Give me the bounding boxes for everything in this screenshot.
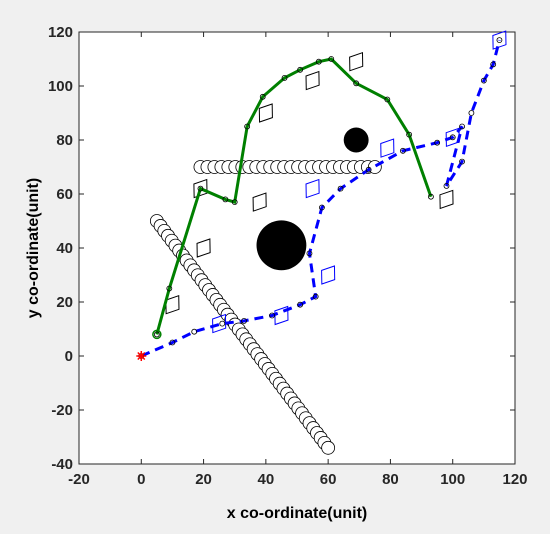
path-layer bbox=[140, 39, 501, 358]
obstacle-diamond bbox=[165, 294, 180, 315]
path-waypoint bbox=[244, 123, 251, 130]
x-axis: -20 0 20 40 60 80 100 120 bbox=[68, 32, 528, 488]
y-tick-label: 40 bbox=[56, 240, 73, 257]
y-axis-label: y co-ordinate(unit) bbox=[25, 178, 42, 318]
path-waypoint bbox=[399, 147, 406, 154]
x-tick-label: 80 bbox=[382, 471, 399, 488]
path-waypoint bbox=[306, 250, 313, 257]
path-waypoint bbox=[468, 110, 475, 116]
path-waypoint bbox=[315, 58, 322, 65]
obstacle-circle bbox=[321, 440, 336, 455]
x-tick-label: -20 bbox=[68, 471, 90, 488]
path-waypoint bbox=[231, 199, 238, 206]
path-waypoint bbox=[496, 37, 503, 43]
obstacle-diamond-blue bbox=[305, 178, 320, 199]
y-tick-label: 20 bbox=[56, 294, 73, 311]
path-waypoint bbox=[269, 312, 275, 319]
y-tick-label: 80 bbox=[56, 132, 73, 149]
obstacle-diamond bbox=[349, 51, 364, 72]
y-axis: -40 -20 0 20 40 60 80 100 120 bbox=[48, 24, 515, 473]
obstacle-diamond-blue bbox=[321, 265, 336, 285]
y-tick-label: -20 bbox=[51, 402, 73, 419]
y-tick-label: 60 bbox=[56, 186, 73, 203]
path-waypoint bbox=[166, 285, 173, 292]
path-waypoint bbox=[281, 75, 288, 81]
y-tick-label: 0 bbox=[65, 348, 73, 365]
y-tick-label: -40 bbox=[51, 456, 73, 473]
path-waypoint bbox=[319, 204, 325, 211]
obstacle-diamond bbox=[196, 238, 211, 258]
obstacle-diamond bbox=[258, 103, 273, 123]
obstacle-diamond bbox=[305, 70, 320, 91]
path-waypoint bbox=[490, 61, 497, 68]
green-start-marker bbox=[152, 329, 162, 340]
path-waypoint bbox=[197, 185, 204, 192]
path-waypoint bbox=[312, 293, 319, 300]
start-marker bbox=[137, 351, 146, 361]
path-waypoint bbox=[169, 339, 176, 346]
path-waypoint bbox=[241, 317, 247, 324]
path-waypoint bbox=[434, 139, 441, 146]
path-waypoint bbox=[297, 301, 304, 308]
path-waypoint bbox=[297, 66, 304, 73]
path-waypoint bbox=[406, 131, 413, 138]
obstacle-diamond bbox=[252, 192, 267, 212]
path-waypoint bbox=[459, 123, 465, 130]
path-waypoint bbox=[328, 56, 335, 62]
x-tick-label: 40 bbox=[258, 471, 275, 488]
y-tick-label: 100 bbox=[48, 78, 73, 95]
path-waypoint bbox=[222, 196, 229, 203]
path-waypoint bbox=[259, 93, 266, 100]
x-tick-label: 0 bbox=[137, 471, 145, 488]
obstacle-diamond-blue bbox=[274, 305, 289, 326]
x-tick-label: 100 bbox=[440, 471, 465, 488]
obstacle-diamond-blue bbox=[492, 30, 507, 50]
path-waypoint bbox=[480, 77, 487, 84]
path-waypoint bbox=[365, 166, 372, 173]
path-waypoint bbox=[353, 80, 360, 87]
path-waypoint bbox=[449, 134, 456, 141]
x-tick-label: 60 bbox=[320, 471, 337, 488]
path-waypoint bbox=[191, 328, 198, 335]
path-line-blue bbox=[140, 39, 501, 358]
x-axis-label: x co-ordinate(unit) bbox=[227, 505, 367, 522]
obstacle-filled-circle bbox=[256, 220, 307, 271]
path-waypoint bbox=[428, 193, 434, 200]
path-line-green bbox=[155, 57, 433, 335]
obstacle-filled-circle bbox=[343, 127, 369, 153]
path-waypoint bbox=[443, 182, 450, 189]
path-waypoint bbox=[384, 96, 391, 103]
obstacle-diamond bbox=[439, 189, 454, 210]
path-waypoint bbox=[337, 185, 344, 192]
obstacle-layer bbox=[149, 30, 507, 455]
obstacle-diamond-blue bbox=[380, 138, 395, 158]
path-waypoint bbox=[459, 158, 465, 165]
obstacle-diamond bbox=[193, 178, 208, 199]
x-tick-label: 20 bbox=[195, 471, 212, 488]
x-tick-label: 120 bbox=[502, 471, 527, 488]
path-waypoint bbox=[153, 331, 160, 338]
y-tick-label: 120 bbox=[48, 24, 73, 41]
marker-layer bbox=[136, 37, 503, 361]
path-waypoint bbox=[219, 320, 226, 327]
